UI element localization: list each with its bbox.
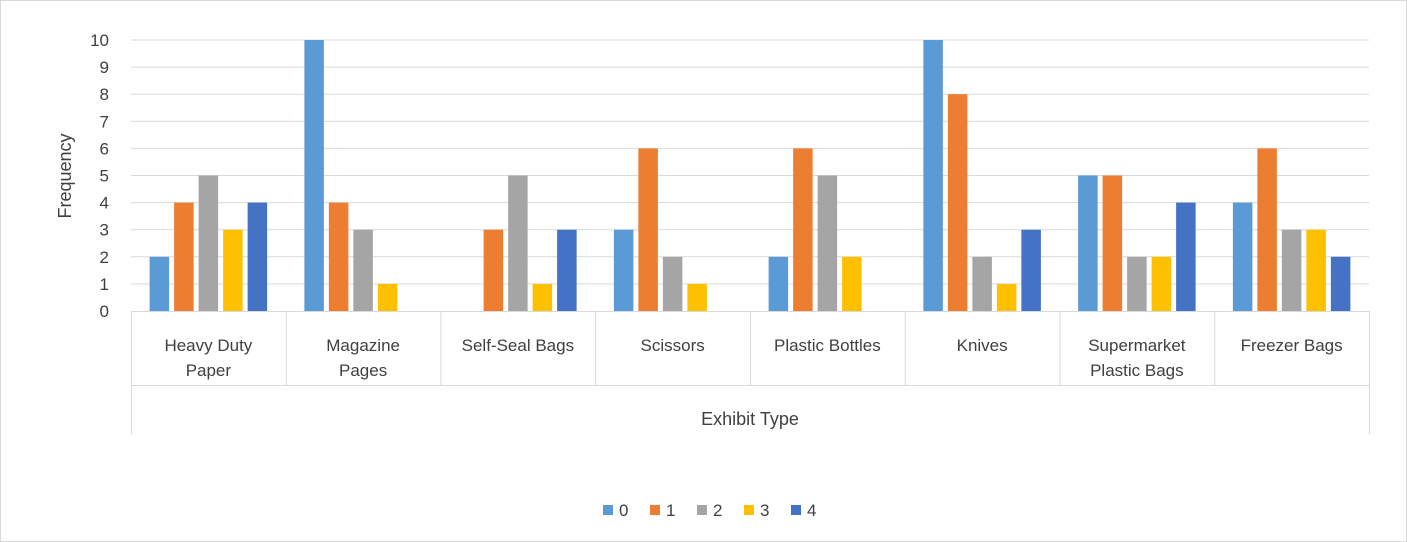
legend-label: 2 bbox=[713, 501, 722, 520]
legend-swatch bbox=[650, 505, 660, 515]
y-tick-label: 3 bbox=[100, 221, 109, 240]
bar-series-1 bbox=[1257, 148, 1277, 311]
y-tick-label: 10 bbox=[90, 31, 109, 50]
y-tick-label: 1 bbox=[100, 275, 109, 294]
bar-series-3 bbox=[996, 283, 1017, 311]
x-category-label: Plastic Bags bbox=[1090, 361, 1184, 380]
y-tick-label: 5 bbox=[100, 167, 109, 186]
bar-series-3 bbox=[223, 229, 243, 311]
bar-series-0 bbox=[304, 40, 324, 311]
bar-series-2 bbox=[1281, 229, 1302, 311]
bar-series-2 bbox=[972, 256, 992, 311]
axes bbox=[131, 311, 1370, 434]
y-tick-labels: 0 1 2 3 4 5 6 7 8 9 10 bbox=[90, 31, 109, 321]
x-category-label: Heavy Duty bbox=[164, 336, 252, 355]
bar-series-3 bbox=[842, 256, 862, 311]
legend-swatch bbox=[791, 505, 801, 515]
bar-series-1 bbox=[947, 94, 968, 311]
legend: 0 1 2 3 4 bbox=[603, 501, 816, 520]
bar-series-0 bbox=[149, 256, 170, 311]
legend-label: 3 bbox=[760, 501, 769, 520]
y-tick-label: 9 bbox=[100, 58, 109, 77]
y-tick-label: 7 bbox=[100, 112, 109, 131]
x-category-label: Self-Seal Bags bbox=[462, 336, 574, 355]
bar-series-0 bbox=[1078, 175, 1098, 311]
bar-series-2 bbox=[353, 229, 373, 311]
legend-label: 1 bbox=[666, 501, 675, 520]
bar-series-2 bbox=[662, 256, 683, 311]
bar-series-0 bbox=[1232, 202, 1253, 311]
y-tick-label: 4 bbox=[100, 194, 109, 213]
bar-series-2 bbox=[508, 175, 528, 311]
legend-swatch bbox=[744, 505, 754, 515]
legend-swatch bbox=[697, 505, 707, 515]
bar-series-1 bbox=[638, 148, 658, 311]
y-tick-label: 6 bbox=[100, 139, 109, 158]
bar-series-0 bbox=[613, 229, 634, 311]
bar-series-4 bbox=[1330, 256, 1351, 311]
bar-series-4 bbox=[1176, 202, 1196, 311]
bar-series-2 bbox=[198, 175, 219, 311]
bar-series-2 bbox=[1127, 256, 1147, 311]
bar-series-1 bbox=[328, 202, 349, 311]
legend-swatch bbox=[603, 505, 613, 515]
bar-series-3 bbox=[687, 283, 707, 311]
bar-series-1 bbox=[793, 148, 813, 311]
legend-label: 4 bbox=[807, 501, 816, 520]
y-tick-label: 0 bbox=[100, 302, 109, 321]
bar-series-0 bbox=[768, 256, 789, 311]
bar-series-4 bbox=[247, 202, 268, 311]
x-category-label: Supermarket bbox=[1088, 336, 1186, 355]
bar-series-1 bbox=[174, 202, 194, 311]
y-tick-label: 2 bbox=[100, 248, 109, 267]
x-category-label: Freezer Bags bbox=[1241, 336, 1343, 355]
x-category-label: Pages bbox=[339, 361, 387, 380]
bars bbox=[149, 40, 1351, 311]
bar-series-3 bbox=[532, 283, 553, 311]
x-category-label: Magazine bbox=[326, 336, 400, 355]
bar-series-1 bbox=[1102, 175, 1123, 311]
x-category-labels: Heavy Duty Paper Magazine Pages Self-Seal Ba… bbox=[164, 336, 1342, 380]
bar-series-2 bbox=[817, 175, 838, 311]
bar-series-3 bbox=[1306, 229, 1326, 311]
y-tick-label: 8 bbox=[100, 85, 109, 104]
bar-series-3 bbox=[377, 283, 398, 311]
bar-series-3 bbox=[1151, 256, 1172, 311]
y-axis-title: Frequency bbox=[55, 133, 75, 218]
bar-series-4 bbox=[557, 229, 577, 311]
x-category-label: Scissors bbox=[641, 336, 705, 355]
x-category-label: Paper bbox=[186, 361, 232, 380]
x-axis-title: Exhibit Type bbox=[701, 409, 799, 429]
x-category-label: Knives bbox=[957, 336, 1008, 355]
bar-series-1 bbox=[483, 229, 504, 311]
bar-series-4 bbox=[1021, 229, 1041, 311]
x-category-label: Plastic Bottles bbox=[774, 336, 881, 355]
bar-series-0 bbox=[923, 40, 943, 311]
legend-label: 0 bbox=[619, 501, 628, 520]
